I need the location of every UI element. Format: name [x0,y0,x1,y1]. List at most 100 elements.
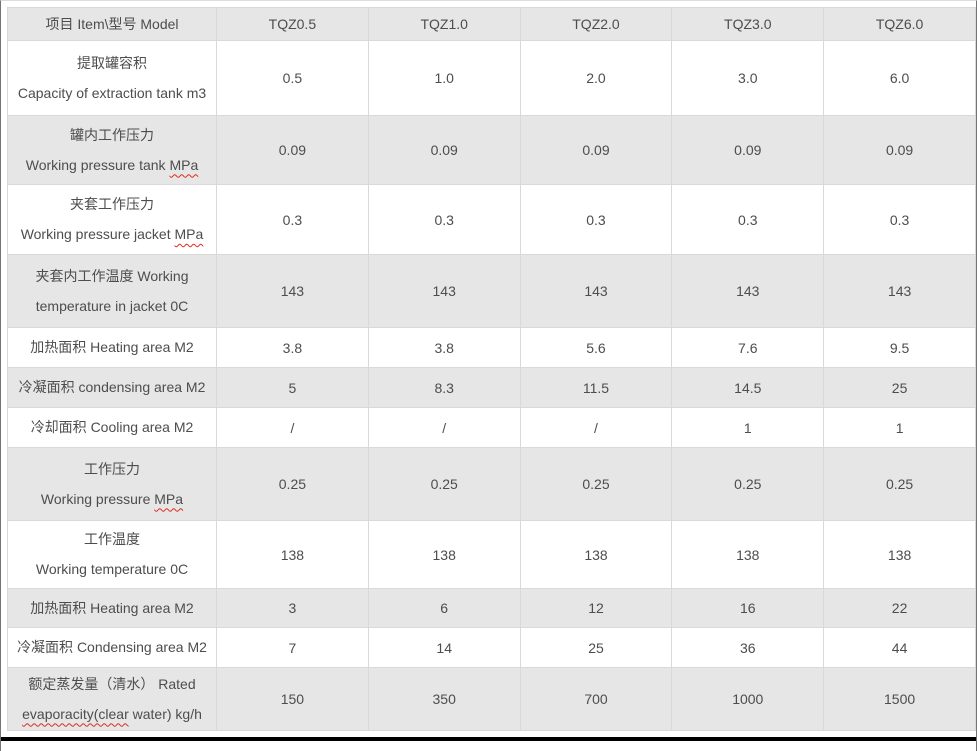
value-cell: 143 [367,254,521,328]
value-cell: 11.5 [519,367,673,408]
value-cell: 6.0 [823,40,976,116]
row-label-line: Capacity of extraction tank m3 [12,84,212,103]
header-row: 项目 Item\型号 Model TQZ0.5 TQZ1.0 TQZ2.0 TQZ3.… [7,7,976,41]
value-cell: 1000 [671,667,825,731]
value-cell: 350 [367,667,521,731]
row-label: 工作压力 Working pressure MPa [7,447,217,521]
value-cell: 7.6 [671,327,825,368]
value-cell: 138 [823,520,976,589]
value-cell: 16 [671,588,825,628]
label-text: water) kg/h [128,705,202,722]
value-cell: 3 [216,588,369,628]
header-item-model-cell: 项目 Item\型号 Model [7,7,217,41]
value-cell: 143 [519,254,673,328]
row-label: 冷凝面积 Condensing area M2 [7,627,217,668]
value-cell: 0.09 [671,115,825,185]
value-cell: 2.0 [519,40,673,116]
table-row: 加热面积 Heating area M2 3 6 12 16 22 [7,588,976,628]
value-cell: 700 [519,667,673,731]
value-cell: 1 [823,407,976,448]
value-cell: 6 [367,588,521,628]
label-text: 工作压力 [84,460,140,477]
value-cell: 44 [823,627,976,668]
value-cell: 0.25 [671,447,825,521]
value-cell: 0.25 [519,447,673,521]
table-row: 冷却面积 Cooling area M2///1 1 [7,407,976,448]
header-model-cell: TQZ0.5 [216,7,369,41]
row-label-line: 冷凝面积 condensing area M2 [12,378,212,397]
row-label-line: 冷凝面积 Condensing area M2 [12,638,212,657]
label-text: 罐内工作压力 [70,126,154,143]
row-label-line: 额定蒸发量（清水） Rated [12,675,212,694]
label-text: 夹套内工作温度 Working [35,267,189,284]
table-row: 冷凝面积 Condensing area M2 7 14 25 36 44 [7,627,976,668]
row-label-line: 提取罐容积 [12,54,212,73]
row-label-line: 夹套工作压力 [12,195,212,214]
table-row: 加热面积 Heating area M2 3.8 3.8 5.6 7.6 9.5 [7,327,976,368]
label-text: Working temperature 0C [35,561,189,577]
row-label-line: Working temperature 0C [12,560,212,579]
value-cell: 0.3 [519,184,673,255]
header-model-cell: TQZ1.0 [367,7,521,41]
value-cell: 0.3 [367,184,521,255]
value-cell: 150 [216,667,369,731]
row-label: 加热面积 Heating area M2 [7,588,217,628]
label-text: Capacity of extraction tank m3 [17,84,207,101]
table-row: 提取罐容积 Capacity of extraction tank m3 0.5 1.… [7,40,976,116]
misspelled-text: MPa [169,156,199,173]
value-cell: 3.8 [367,327,521,368]
value-cell: / [367,407,521,448]
header-model-cell: TQZ6.0 [823,7,976,41]
bottom-rule [1,737,976,741]
row-label-line: 罐内工作压力 [12,126,212,145]
row-label: 工作温度 Working temperature 0C [7,520,217,589]
value-cell: 0.25 [367,447,521,521]
value-cell: 0.09 [367,115,521,185]
label-text: Working pressure [40,490,155,507]
value-cell: 0.09 [519,115,673,185]
row-label: 加热面积 Heating area M2 [7,327,217,368]
row-label-line: Working pressure jacket MPa [12,225,212,244]
value-cell: 25 [823,367,976,408]
label-text: temperature in jacket 0C [35,297,189,314]
misspelled-text: MPa [174,226,204,242]
value-cell: 14.5 [671,367,825,408]
label-text: Working pressure tank [25,156,170,173]
table-row: 工作压力 Working pressure MPa 0.25 0.25 0.25 0.25… [7,447,976,521]
value-cell: 143 [671,254,825,328]
row-label: 罐内工作压力 Working pressure tank MPa [7,115,217,185]
value-cell: 143 [216,254,369,328]
value-cell: 3.0 [671,40,825,116]
row-label-line: 工作温度 [12,530,212,549]
row-label-line: temperature in jacket 0C [12,297,212,316]
row-label-line: evaporacity(clear water) kg/h [12,705,212,724]
value-cell: 5.6 [519,327,673,368]
row-label: 夹套工作压力 Working pressure jacket MPa [7,184,217,255]
value-cell: 25 [519,627,673,668]
value-cell: 7 [216,627,369,668]
header-model-cell: TQZ3.0 [671,7,825,41]
value-cell: 138 [671,520,825,589]
row-label: 冷却面积 Cooling area M2 [7,407,217,448]
label-text: 提取罐容积 [77,54,147,71]
row-label-line: Working pressure tank MPa [12,156,212,175]
table-row: 罐内工作压力 Working pressure tank MPa 0.09 0.09 0… [7,115,976,185]
row-label-line: 加热面积 Heating area M2 [12,599,212,618]
row-label-line: 夹套内工作温度 Working [12,267,212,286]
value-cell: 3.8 [216,327,369,368]
row-label: 夹套内工作温度 Working temperature in jacket 0C [7,254,217,328]
label-text: 冷凝面积 condensing area M2 [18,379,206,395]
value-cell: 8.3 [367,367,521,408]
value-cell: 1 [671,407,825,448]
row-label: 额定蒸发量（清水） Rated evaporacity(clear water) … [7,667,217,731]
value-cell: 14 [367,627,521,668]
label-text: 冷凝面积 Condensing area M2 [17,639,207,655]
misspelled-text: evaporacity(clear [22,705,129,722]
value-cell: / [519,407,673,448]
row-label: 提取罐容积 Capacity of extraction tank m3 [7,40,217,116]
value-cell: 138 [367,520,521,589]
value-cell: 9.5 [823,327,976,368]
label-text: 夹套工作压力 [70,196,154,212]
row-label: 冷凝面积 condensing area M2 [7,367,217,408]
